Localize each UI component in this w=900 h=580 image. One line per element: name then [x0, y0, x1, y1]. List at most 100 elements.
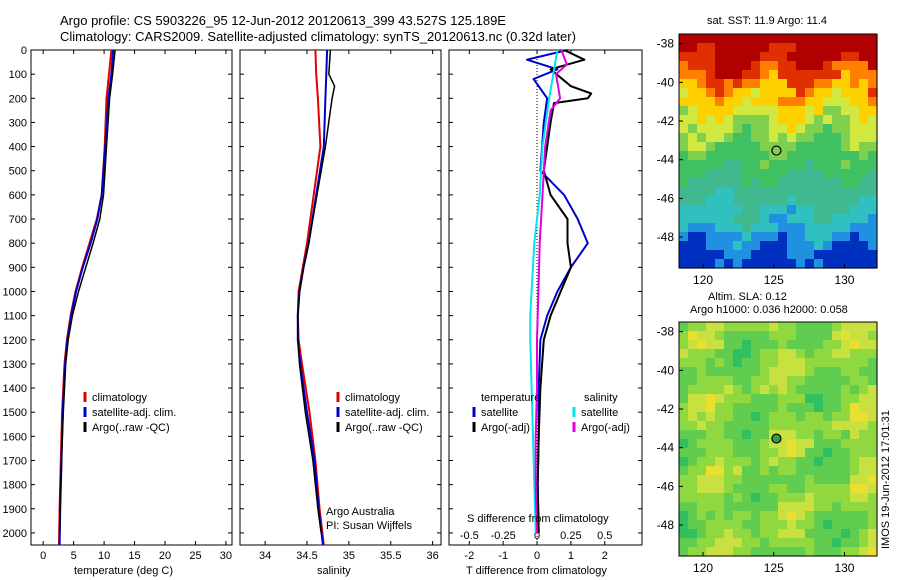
sst-cell — [697, 196, 707, 206]
sla-cell — [760, 421, 770, 431]
sst-cell — [688, 88, 698, 98]
sla-cell — [832, 439, 842, 449]
sla-cell — [688, 385, 698, 395]
sla-cell — [769, 412, 779, 422]
sla-cell — [715, 331, 725, 341]
sst-cell — [688, 259, 698, 269]
sla-cell — [868, 475, 878, 485]
sla-cell — [814, 502, 824, 512]
sla-cell — [733, 511, 743, 521]
sst-cell — [751, 259, 761, 269]
sst-cell — [814, 115, 824, 125]
sst-cell — [805, 34, 815, 44]
sla-cell — [805, 331, 815, 341]
sla-cell — [841, 484, 851, 494]
sst-cell — [841, 106, 851, 116]
sla-cell — [733, 493, 743, 503]
sla-cell — [778, 349, 788, 359]
sst-cell — [742, 52, 752, 62]
sla-cell — [679, 430, 689, 440]
sla-cell — [805, 448, 815, 458]
sst-cell — [814, 214, 824, 224]
sla-cell — [796, 349, 806, 359]
sla-cell — [778, 430, 788, 440]
salinity-satellite-legend-label: satellite — [581, 407, 618, 419]
sst-cell — [832, 232, 842, 242]
sla-cell — [859, 394, 869, 404]
sst-cell — [724, 205, 734, 215]
sla-cell — [751, 349, 761, 359]
depth-tick-label: 300 — [9, 117, 27, 129]
sst-cell — [688, 115, 698, 125]
sla-cell — [787, 367, 797, 377]
temperature-xlabel: temperature (deg C) — [74, 565, 174, 577]
sst-cell — [859, 106, 869, 116]
sst-cell — [787, 160, 797, 170]
sst-cell — [751, 214, 761, 224]
sst-cell — [706, 196, 716, 206]
sla-map-title-2: Argo h1000: 0.036 h2000: 0.058 — [690, 304, 848, 316]
sst-cell — [724, 88, 734, 98]
sla-cell — [841, 412, 851, 422]
sst-cell — [760, 178, 770, 188]
sst-cell — [814, 124, 824, 134]
sst-cell — [679, 187, 689, 197]
sla-cell — [715, 376, 725, 386]
sla-cell — [760, 538, 770, 548]
sla-cell — [724, 475, 734, 485]
sla-cell — [787, 448, 797, 458]
credits-line2: PI: Susan Wijffels — [326, 520, 412, 532]
sst-cell — [796, 214, 806, 224]
sla-cell — [751, 502, 761, 512]
sst-cell — [805, 115, 815, 125]
sla-cell — [679, 448, 689, 458]
sla-cell — [814, 511, 824, 521]
sst-cell — [760, 142, 770, 152]
sst-cell — [715, 259, 725, 269]
sst-cell — [724, 106, 734, 116]
sla-cell — [778, 340, 788, 350]
sst-cell — [751, 43, 761, 53]
s-difference-tick-label: -0.5 — [460, 530, 479, 542]
sst-cell — [859, 115, 869, 125]
sla-cell — [814, 547, 824, 557]
sla-cell — [679, 529, 689, 539]
sst-cell — [679, 106, 689, 116]
sst-cell — [733, 169, 743, 179]
sst-cell — [814, 151, 824, 161]
sla-cell — [805, 349, 815, 359]
sla-cell — [823, 466, 833, 476]
sla-cell — [832, 511, 842, 521]
sla-cell — [742, 457, 752, 467]
sla-cell — [859, 412, 869, 422]
sst-cell — [688, 205, 698, 215]
sst-cell — [724, 259, 734, 269]
sst-cell — [814, 259, 824, 269]
temperature-legend-title: temperature — [481, 392, 540, 404]
sla-cell — [697, 529, 707, 539]
sst-cell — [733, 223, 743, 233]
sla-cell — [769, 475, 779, 485]
sla-cell — [751, 394, 761, 404]
sla-cell — [850, 457, 860, 467]
sst-cell — [688, 79, 698, 89]
sst-cell — [832, 106, 842, 116]
sst-cell — [823, 232, 833, 242]
sla-cell — [688, 547, 698, 557]
sst-cell — [742, 196, 752, 206]
sla-cell — [787, 511, 797, 521]
depth-tick-label: 1000 — [3, 286, 27, 298]
sst-cell — [733, 151, 743, 161]
sst-cell — [733, 205, 743, 215]
sst-cell — [697, 61, 707, 71]
sst-map-title: sat. SST: 11.9 Argo: 11.4 — [707, 15, 828, 27]
sst-cell — [688, 196, 698, 206]
sst-cell — [868, 88, 878, 98]
sla-cell — [841, 448, 851, 458]
sst-cell — [841, 124, 851, 134]
sla-cell — [814, 394, 824, 404]
sst-cell — [706, 259, 716, 269]
sst-cell — [805, 196, 815, 206]
sla-cell — [751, 421, 761, 431]
sla-cell — [814, 520, 824, 530]
